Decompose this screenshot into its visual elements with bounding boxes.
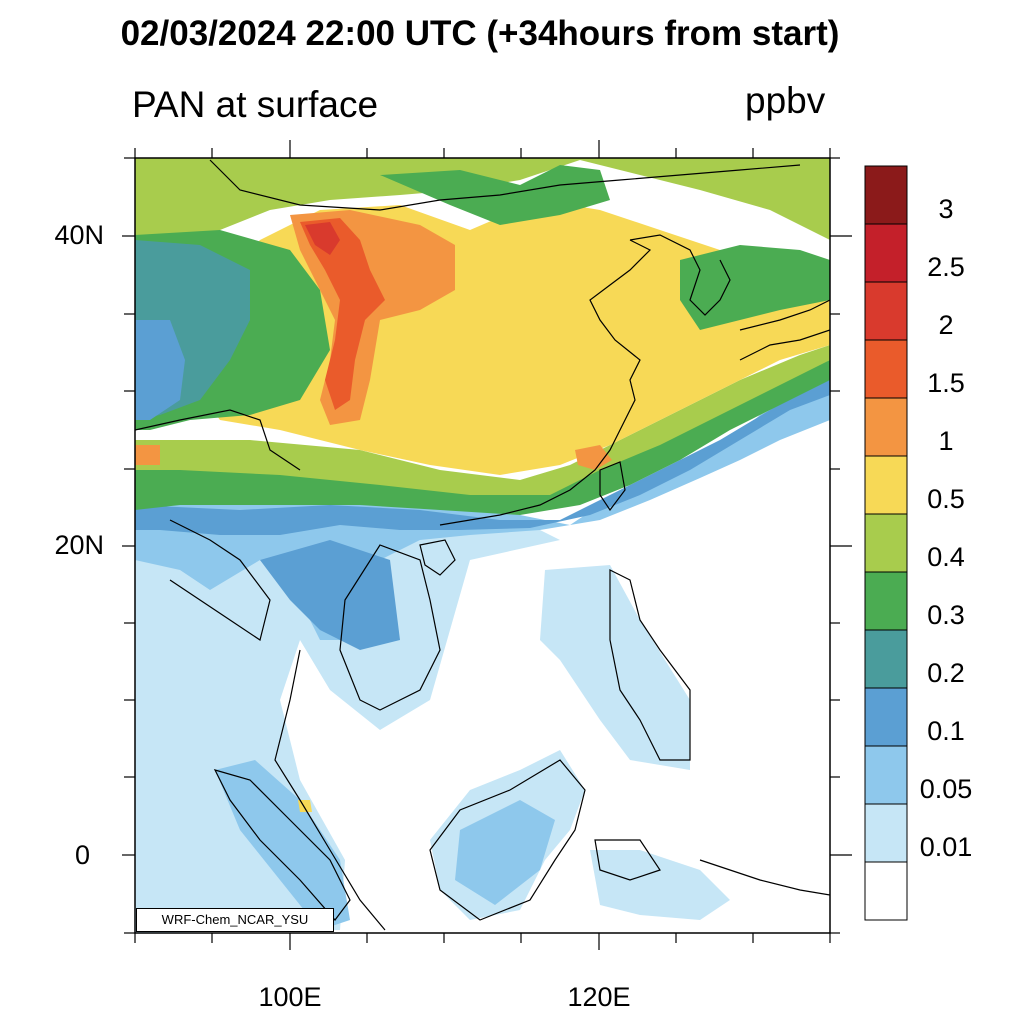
lat-tick-label: 0 [74, 840, 90, 870]
concentration-field [135, 158, 830, 933]
lon-tick-label: 100E [258, 982, 322, 1012]
colorbar-swatch [864, 281, 908, 341]
colorbar [864, 165, 908, 921]
model-credit: WRF-Chem_NCAR_YSU [136, 908, 334, 932]
colorbar-label: 0.4 [927, 542, 965, 572]
coastlines [135, 159, 830, 931]
colorbar-label: 0.2 [927, 658, 965, 688]
lon-ticks [134, 140, 831, 950]
colorbar-label: 0.05 [919, 774, 973, 804]
colorbar-swatch [864, 803, 908, 863]
colorbar-swatch [864, 745, 908, 805]
colorbar-label: 1 [938, 426, 954, 456]
colorbar-label: 2 [938, 310, 954, 340]
colorbar-swatch [864, 223, 908, 283]
colorbar-swatch [864, 629, 908, 689]
colorbar-swatch [864, 455, 908, 515]
colorbar-label: 1.5 [927, 368, 965, 398]
colorbar-label: 0.01 [919, 832, 973, 862]
colorbar-swatch [864, 339, 908, 399]
lat-tick-label: 20N [54, 530, 104, 560]
colorbar-label: 2.5 [927, 252, 965, 282]
colorbar-swatch [864, 397, 908, 457]
colorbar-label: 0.1 [927, 716, 965, 746]
lon-tick-label: 120E [567, 982, 631, 1012]
colorbar-label: 3 [938, 194, 954, 224]
colorbar-swatch [864, 571, 908, 631]
colorbar-swatch [864, 687, 908, 747]
lat-tick-label: 40N [54, 220, 104, 250]
variable-label: PAN at surface [132, 84, 379, 125]
colorbar-swatch [864, 165, 908, 225]
colorbar-swatch [864, 861, 908, 921]
colorbar-label: 0.3 [927, 600, 965, 630]
units-label: ppbv [745, 80, 826, 121]
colorbar-label: 0.5 [927, 484, 965, 514]
colorbar-swatch [864, 513, 908, 573]
plot-title: 02/03/2024 22:00 UTC (+34hours from star… [120, 14, 840, 53]
lat-ticks [122, 157, 852, 934]
